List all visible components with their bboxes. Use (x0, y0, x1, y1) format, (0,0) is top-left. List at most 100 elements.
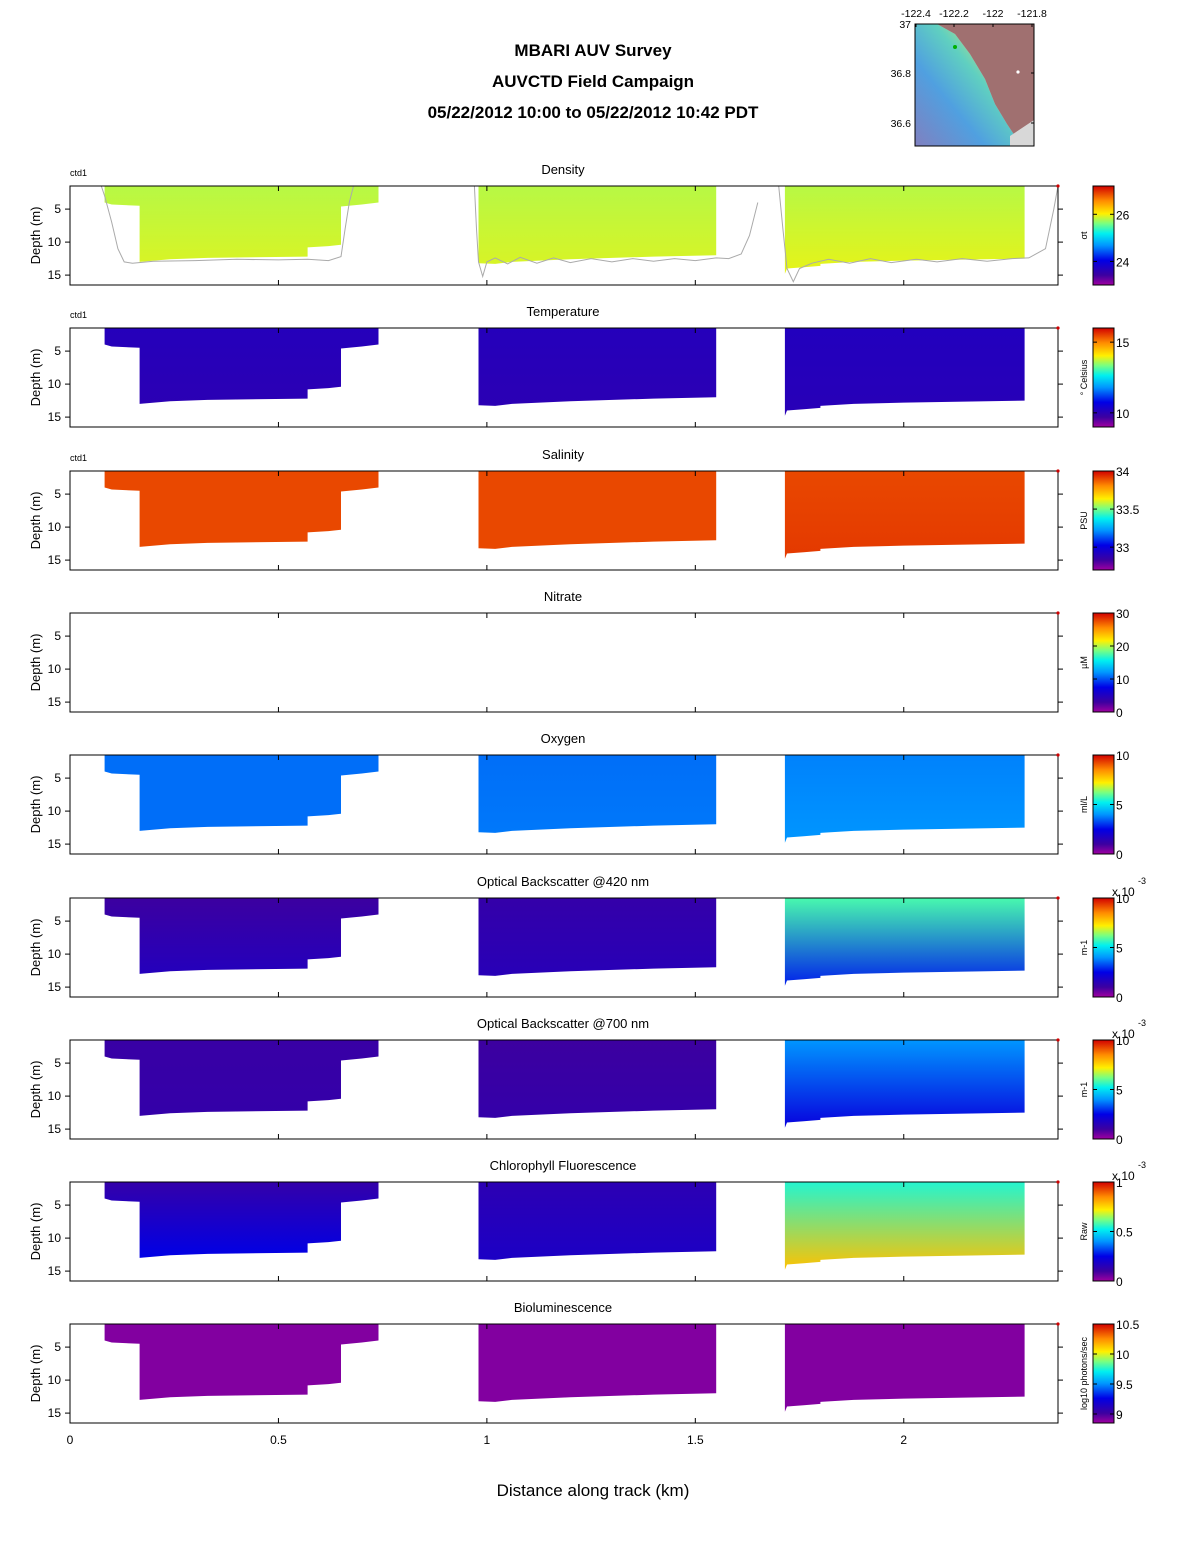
transect-fill-3 (784, 898, 1025, 986)
x-axis-label: Distance along track (km) (497, 1481, 690, 1500)
colorbar-tick-label: 10 (1116, 1034, 1130, 1048)
transect-fill-1 (104, 1182, 379, 1258)
colorbar-unit: ml/L (1079, 796, 1089, 813)
colorbar (1092, 612, 1115, 713)
colorbar-exponent: x 10 (1112, 1169, 1135, 1183)
map-auv-location-marker (953, 45, 957, 49)
transect-fill-2 (478, 328, 717, 406)
colorbar-unit: PSU (1079, 511, 1089, 530)
panel-biolum: Bioluminescence 5 10 15 Depth (m) 9 9.5 10 10.5 l… (28, 1300, 1140, 1424)
map-lon-label: -122.2 (939, 8, 969, 20)
colorbar-tick-label: 9 (1116, 1408, 1123, 1422)
y-tick-label: 5 (54, 1056, 61, 1070)
y-tick-label: 10 (48, 1231, 62, 1245)
panel-title: Optical Backscatter @700 nm (477, 1016, 649, 1031)
map-gray-land (1010, 120, 1034, 146)
end-marker (1056, 1322, 1060, 1326)
map-land (937, 24, 1034, 136)
colorbar-tick-label: 0.5 (1116, 1226, 1133, 1240)
x-tick-label: 2 (900, 1433, 907, 1447)
y-tick-label: 15 (48, 1264, 62, 1278)
colorbar-tick-label: 34 (1116, 465, 1130, 479)
vehicle-depth-trace (473, 185, 759, 279)
y-tick-label: 10 (48, 947, 62, 961)
plot-frame (69, 327, 1059, 428)
panel-title: Optical Backscatter @420 nm (477, 874, 649, 889)
transect-fill-1 (104, 471, 379, 547)
y-tick-label: 15 (48, 695, 62, 709)
colorbar-tick-label: 10 (1116, 673, 1130, 687)
transect-fill-3 (784, 1040, 1025, 1128)
colorbar-tick-label: 5 (1116, 1084, 1123, 1098)
colorbar-tick-label: 0 (1116, 991, 1123, 1005)
transect-fill-3 (784, 471, 1025, 559)
colorbar (1092, 185, 1115, 286)
colorbar-tick-label: 30 (1116, 607, 1130, 621)
transect-fill-3 (784, 328, 1025, 416)
y-tick-label: 15 (48, 837, 62, 851)
transect-fill-2 (478, 1182, 717, 1260)
end-marker (1056, 896, 1060, 900)
colorbar-tick-label: 33.5 (1116, 503, 1140, 517)
panel-title: Nitrate (544, 589, 582, 604)
map-lon-label: -121.8 (1017, 8, 1047, 20)
colorbar-unit: log10 photons/sec (1079, 1336, 1089, 1410)
colorbar-tick-label: 33 (1116, 541, 1130, 555)
colorbar (1092, 1323, 1115, 1424)
panel-salinity: Salinity ctd1 5 10 15 Depth (m) 33 33.5 34 PSU (28, 447, 1140, 571)
y-axis-label: Depth (m) (28, 492, 43, 550)
colorbar-exponent: x 10 (1112, 885, 1135, 899)
plot-frame (69, 754, 1059, 855)
colorbar-tick-label: 10 (1116, 892, 1130, 906)
panel-title: Density (541, 162, 585, 177)
end-marker (1056, 184, 1060, 188)
end-marker (1056, 469, 1060, 473)
map-frame (914, 23, 1035, 147)
vehicle-depth-trace (100, 185, 354, 264)
map-station-marker (1016, 70, 1020, 74)
plot-frame (69, 612, 1059, 713)
colorbar-unit: σt (1079, 231, 1089, 240)
end-marker (1056, 1038, 1060, 1042)
y-tick-label: 10 (48, 377, 62, 391)
colorbar-tick-label: 10 (1116, 407, 1130, 421)
transect-fill-1 (104, 898, 379, 974)
y-axis-label: Depth (m) (28, 776, 43, 834)
plot-frame (69, 470, 1059, 571)
transect-fill-1 (104, 1324, 379, 1400)
plot-frame (69, 1323, 1059, 1424)
transect-fill-3 (784, 1324, 1025, 1412)
y-tick-label: 10 (48, 1089, 62, 1103)
y-tick-label: 10 (48, 804, 62, 818)
colorbar (1092, 327, 1115, 428)
panel-tag: ctd1 (70, 168, 87, 178)
panel-tag: ctd1 (70, 453, 87, 463)
y-tick-label: 10 (48, 520, 62, 534)
transect-fill-1 (104, 755, 379, 831)
figure-title: MBARI AUV Survey (514, 41, 672, 60)
colorbar-tick-label: 26 (1116, 208, 1130, 222)
transect-fill-2 (478, 1040, 717, 1118)
y-tick-label: 5 (54, 202, 61, 216)
y-tick-label: 15 (48, 980, 62, 994)
map-lat-label: 37 (899, 19, 911, 31)
y-axis-label: Depth (m) (28, 1061, 43, 1119)
y-tick-label: 5 (54, 344, 61, 358)
colorbar-tick-label: 5 (1116, 942, 1123, 956)
y-tick-label: 5 (54, 487, 61, 501)
map-lat-label: 36.6 (891, 118, 912, 130)
transect-fill-3 (784, 755, 1025, 843)
colorbar-tick-label: 0 (1116, 706, 1123, 720)
y-tick-label: 15 (48, 410, 62, 424)
transect-fill-2 (478, 1324, 717, 1402)
y-axis-label: Depth (m) (28, 349, 43, 407)
panel-bb420: Optical Backscatter @420 nm 5 10 15 Depth (m… (28, 874, 1146, 1005)
panel-chl: Chlorophyll Fluorescence 5 10 15 Depth (m) 0 0… (28, 1158, 1146, 1289)
colorbar-tick-label: 20 (1116, 640, 1130, 654)
panel-bb700: Optical Backscatter @700 nm 5 10 15 Depth (m… (28, 1016, 1146, 1147)
x-tick-label: 1.5 (687, 1433, 704, 1447)
y-tick-label: 5 (54, 1340, 61, 1354)
y-tick-label: 5 (54, 1198, 61, 1212)
colorbar-tick-label: 15 (1116, 336, 1130, 350)
